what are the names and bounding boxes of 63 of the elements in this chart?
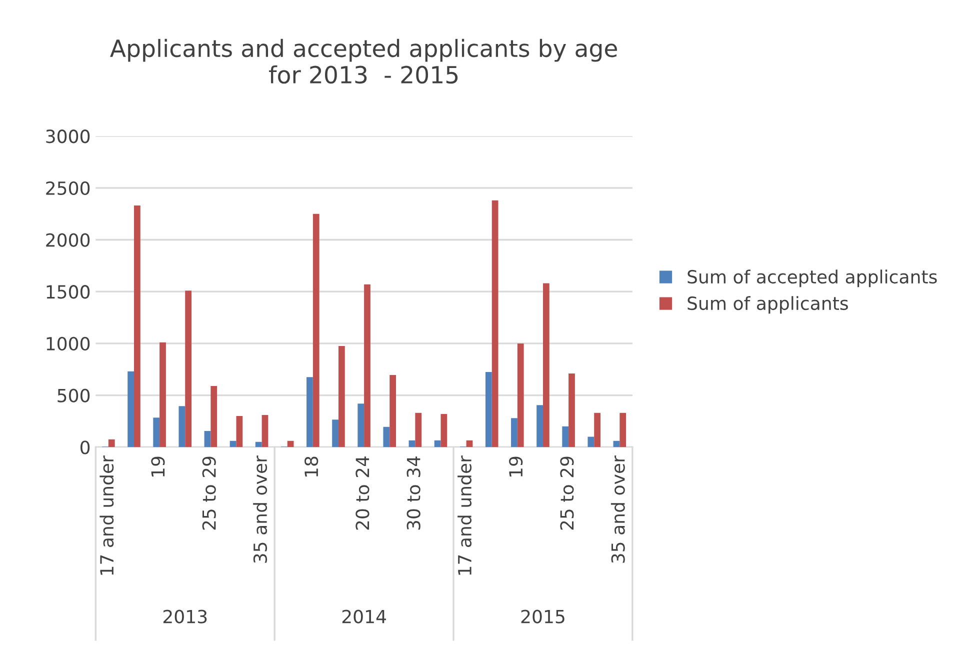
bar	[306, 377, 313, 448]
bar	[287, 440, 294, 448]
bar	[332, 420, 338, 448]
text: 2014	[342, 610, 386, 624]
bar	[185, 290, 192, 448]
text: 2015	[521, 610, 564, 624]
bar	[536, 405, 543, 448]
y-tick-label: 1500	[46, 285, 90, 299]
bar	[364, 284, 370, 448]
bar	[485, 372, 492, 448]
x-tick-label: 35 and over	[253, 455, 268, 563]
bar	[562, 426, 569, 448]
bar	[255, 442, 262, 448]
x-tick-label: 17 and under	[100, 455, 114, 575]
x-tick-label: 18	[304, 456, 318, 476]
bar	[358, 404, 364, 448]
bar	[613, 440, 620, 448]
text: 2013	[163, 610, 207, 624]
bar	[312, 214, 320, 448]
chart-title: Applicants and accepted applicants by age for 2013 - 2015	[110, 38, 617, 84]
bar	[134, 206, 140, 448]
bar	[415, 412, 422, 448]
bar	[588, 436, 594, 448]
x-tick-label: 25 to 29	[560, 456, 574, 530]
y-tick-label: 3000	[46, 130, 90, 144]
x-tick-label: 19	[509, 456, 523, 476]
bar	[492, 200, 498, 448]
bar	[434, 440, 441, 448]
bar	[568, 374, 575, 448]
bar	[338, 346, 345, 448]
legend-label: Sum of applicants	[688, 296, 848, 314]
bar	[383, 426, 390, 448]
bar	[178, 406, 186, 448]
x-tick-label: 25 to 29	[202, 456, 216, 530]
bar	[262, 414, 268, 448]
y-tick-label: 0	[80, 440, 90, 454]
y-tick-label: 1000	[46, 336, 90, 351]
bar	[153, 418, 160, 448]
bar	[236, 416, 243, 448]
bar	[440, 414, 448, 448]
bar	[108, 439, 115, 448]
y-tick-label: 2500	[46, 181, 90, 196]
bar	[128, 371, 134, 448]
x-tick-label: 30 to 34	[406, 456, 420, 530]
x-tick-label: 17 and under	[458, 455, 472, 575]
bar	[542, 283, 550, 448]
bar	[210, 386, 218, 448]
bar	[620, 412, 626, 448]
y-tick-label: 500	[58, 388, 90, 402]
bar	[160, 342, 166, 448]
x-tick-label: 19	[151, 456, 165, 476]
bar	[517, 343, 524, 448]
x-tick-label: 35 and over	[610, 455, 625, 563]
legend-label: Sum of accepted applicants	[688, 270, 937, 288]
y-tick-label: 2000	[46, 233, 90, 247]
bar	[466, 440, 473, 448]
bar	[204, 431, 211, 448]
bar	[594, 412, 600, 448]
bar	[408, 440, 416, 448]
bar	[230, 440, 236, 448]
bar	[511, 418, 518, 448]
bar	[390, 375, 396, 448]
x-tick-label: 20 to 24	[356, 456, 370, 530]
